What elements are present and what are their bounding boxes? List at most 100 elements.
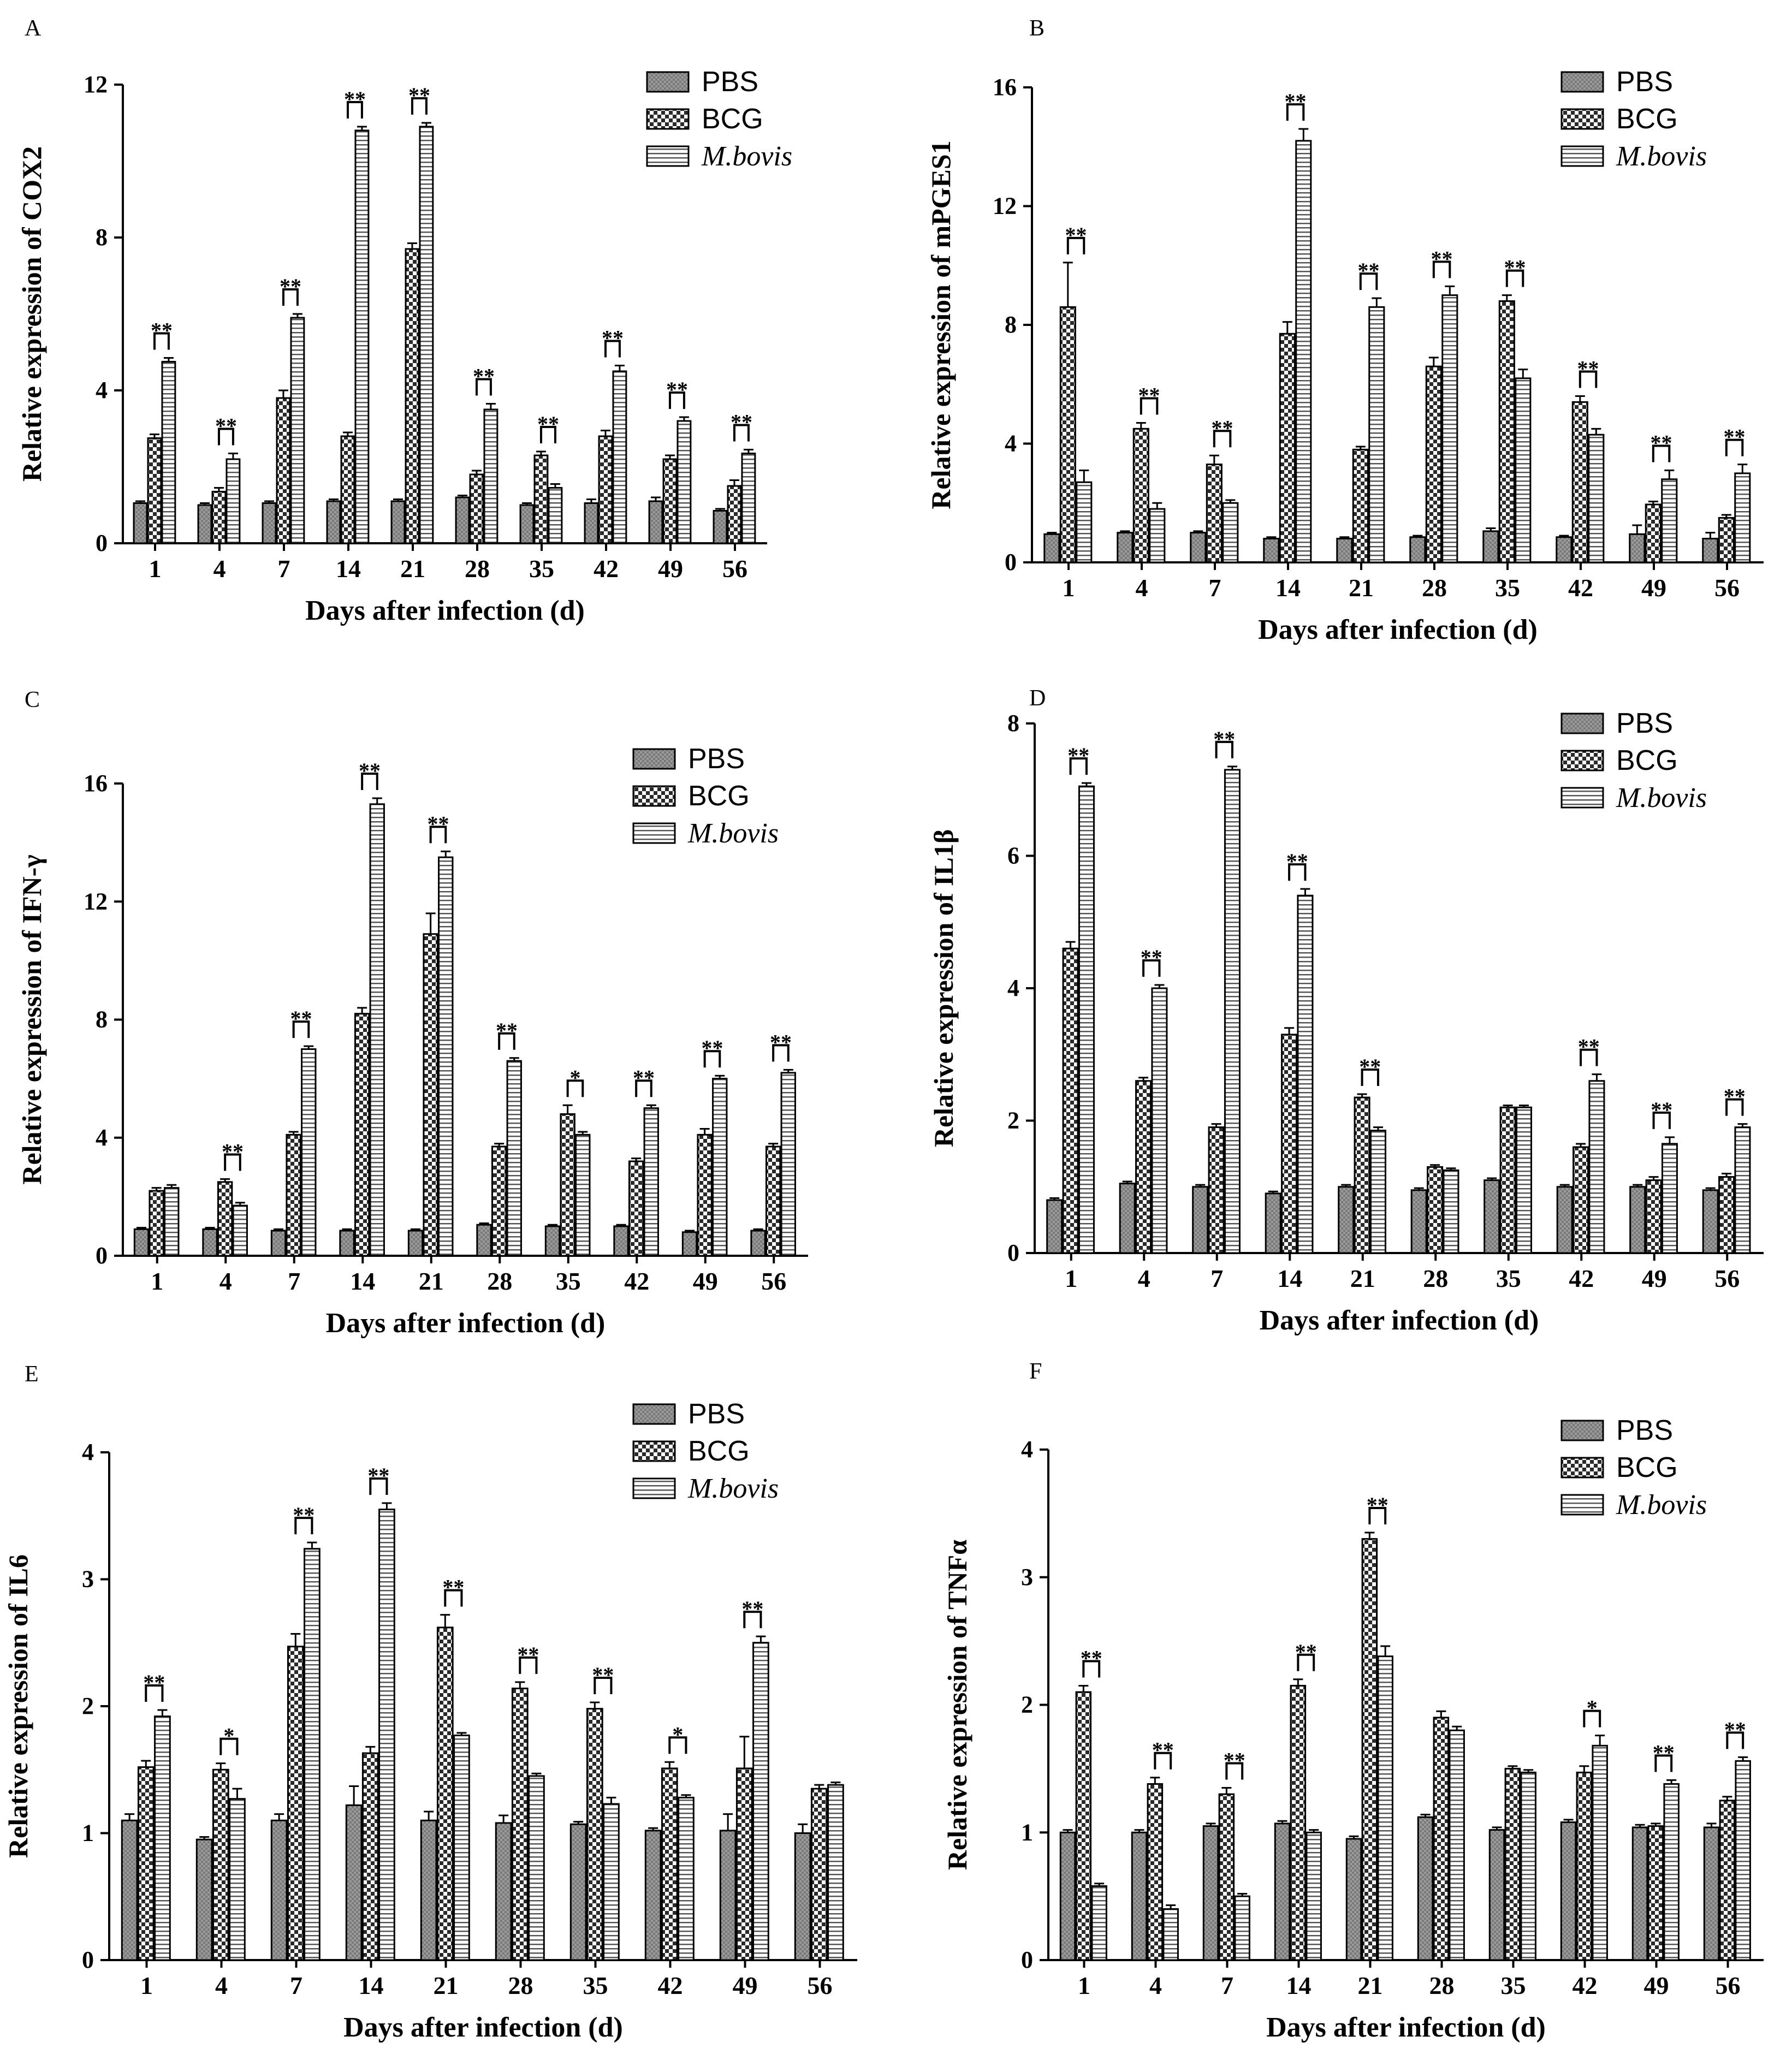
x-tick-label: 28 [1429,1972,1455,1999]
significance-label: ** [1065,223,1087,247]
bar-PBS-28 [1410,1189,1427,1254]
bar-Mbovis-4 [1149,508,1166,563]
y-tick-label: 1 [82,1820,94,1847]
panel-letter: D [1029,686,1046,711]
y-axis-label: Relative expression of TNFα [942,1540,972,1870]
x-tick-label: 42 [594,555,619,583]
bar-Mbovis-56 [1734,472,1751,563]
x-tick-label: 14 [1277,1264,1302,1292]
significance-bracket [282,288,299,306]
legend-swatch [632,785,676,807]
y-tick-label: 4 [82,1439,94,1465]
significance-label: ** [1431,246,1453,271]
bar-PBS-1 [1043,533,1060,563]
x-tick-label: 35 [583,1972,608,1999]
significance-bracket [294,1517,313,1535]
bar-PBS-1 [1046,1199,1063,1254]
bar-PBS-14 [1274,1822,1291,1961]
y-tick-label: 12 [84,888,108,915]
x-tick-label: 49 [693,1267,718,1295]
x-tick-label: 21 [1349,574,1374,602]
y-tick-label: 0 [96,530,108,556]
x-tick-label: 1 [149,555,162,583]
y-tick-label: 4 [1005,430,1017,457]
bar-Mbovis-14 [1297,894,1314,1254]
significance-label: ** [1724,1717,1746,1742]
bar-Mbovis-49 [677,420,692,544]
significance-label: ** [1358,258,1380,283]
bar-Mbovis-28 [483,408,499,544]
bar-PBS-56 [1702,1189,1719,1254]
bar-PBS-56 [1702,538,1719,563]
legend-label: PBS [688,1398,745,1430]
bar-BCG-4 [1135,1080,1152,1254]
x-tick-label: 49 [1641,574,1666,602]
x-tick-label: 56 [808,1972,833,1999]
bar-BCG-49 [1647,1825,1664,1961]
significance-label: ** [1724,1084,1746,1109]
bar-PBS-7 [1190,532,1207,563]
bar-Mbovis-1 [1091,1885,1107,1961]
bar-BCG-1 [1075,1691,1092,1961]
significance-bracket [1288,863,1307,881]
bar-PBS-28 [476,1224,492,1257]
legend-label: BCG [688,1435,750,1467]
legend-label: BCG [1616,103,1678,135]
bar-PBS-4 [202,1228,218,1257]
x-tick-label: 42 [658,1972,683,1999]
bar-Mbovis-49 [1661,478,1678,563]
bar-Mbovis-7 [1222,502,1239,563]
bar-BCG-4 [1132,428,1149,563]
bar-Mbovis-56 [780,1072,796,1257]
significance-bracket [1069,757,1088,775]
bar-Mbovis-7 [301,1048,317,1257]
bar-BCG-1 [137,1766,155,1961]
significance-label: ** [1286,849,1308,874]
significance-label: ** [1212,415,1233,440]
bar-Mbovis-1 [164,1187,180,1257]
x-tick-label: 42 [1573,1972,1598,1999]
bar-BCG-7 [287,1646,304,1961]
significance-bracket [444,1589,463,1607]
y-tick-label: 12 [993,193,1017,219]
significance-label: ** [1577,357,1599,381]
bar-Mbovis-42 [612,370,627,544]
x-tick-label: 7 [1221,1972,1233,1999]
bar-BCG-4 [211,491,227,544]
bar-BCG-1 [147,437,162,544]
significance-bracket [145,1684,164,1702]
bar-Mbovis-28 [528,1775,545,1961]
bar-PBS-49 [1629,533,1646,563]
bar-Mbovis-42 [678,1796,695,1961]
significance-bracket [292,1020,310,1038]
significance-label: ** [701,1036,723,1060]
bar-PBS-35 [1482,530,1499,563]
bar-PBS-28 [1417,1816,1434,1961]
bar-Mbovis-56 [827,1784,844,1961]
x-tick-label: 42 [624,1267,649,1295]
bar-PBS-7 [270,1819,288,1961]
y-tick-label: 4 [96,1124,108,1151]
significance-bracket [346,101,363,118]
y-tick-label: 0 [1021,1946,1033,1973]
significance-label: * [672,1722,683,1747]
significance-bracket [1726,1731,1744,1749]
bar-PBS-42 [584,502,599,544]
bar-BCG-35 [1498,300,1515,563]
bar-BCG-1 [1059,306,1076,563]
significance-label: ** [293,1503,315,1527]
bar-BCG-56 [727,485,742,544]
bar-Mbovis-7 [1234,1895,1250,1961]
y-axis-label: Relative expression of IFN-γ [16,854,47,1184]
x-tick-label: 7 [1211,1264,1223,1292]
x-tick-label: 4 [213,555,226,583]
bar-BCG-4 [217,1181,233,1257]
bar-BCG-56 [1718,516,1735,563]
bar-PBS-56 [794,1832,811,1961]
x-tick-label: 1 [151,1267,163,1295]
bar-Mbovis-4 [1162,1908,1179,1961]
significance-label: ** [408,83,430,108]
significance-bracket [1066,236,1085,254]
significance-label: ** [770,1030,792,1054]
legend-swatch [632,1440,676,1462]
